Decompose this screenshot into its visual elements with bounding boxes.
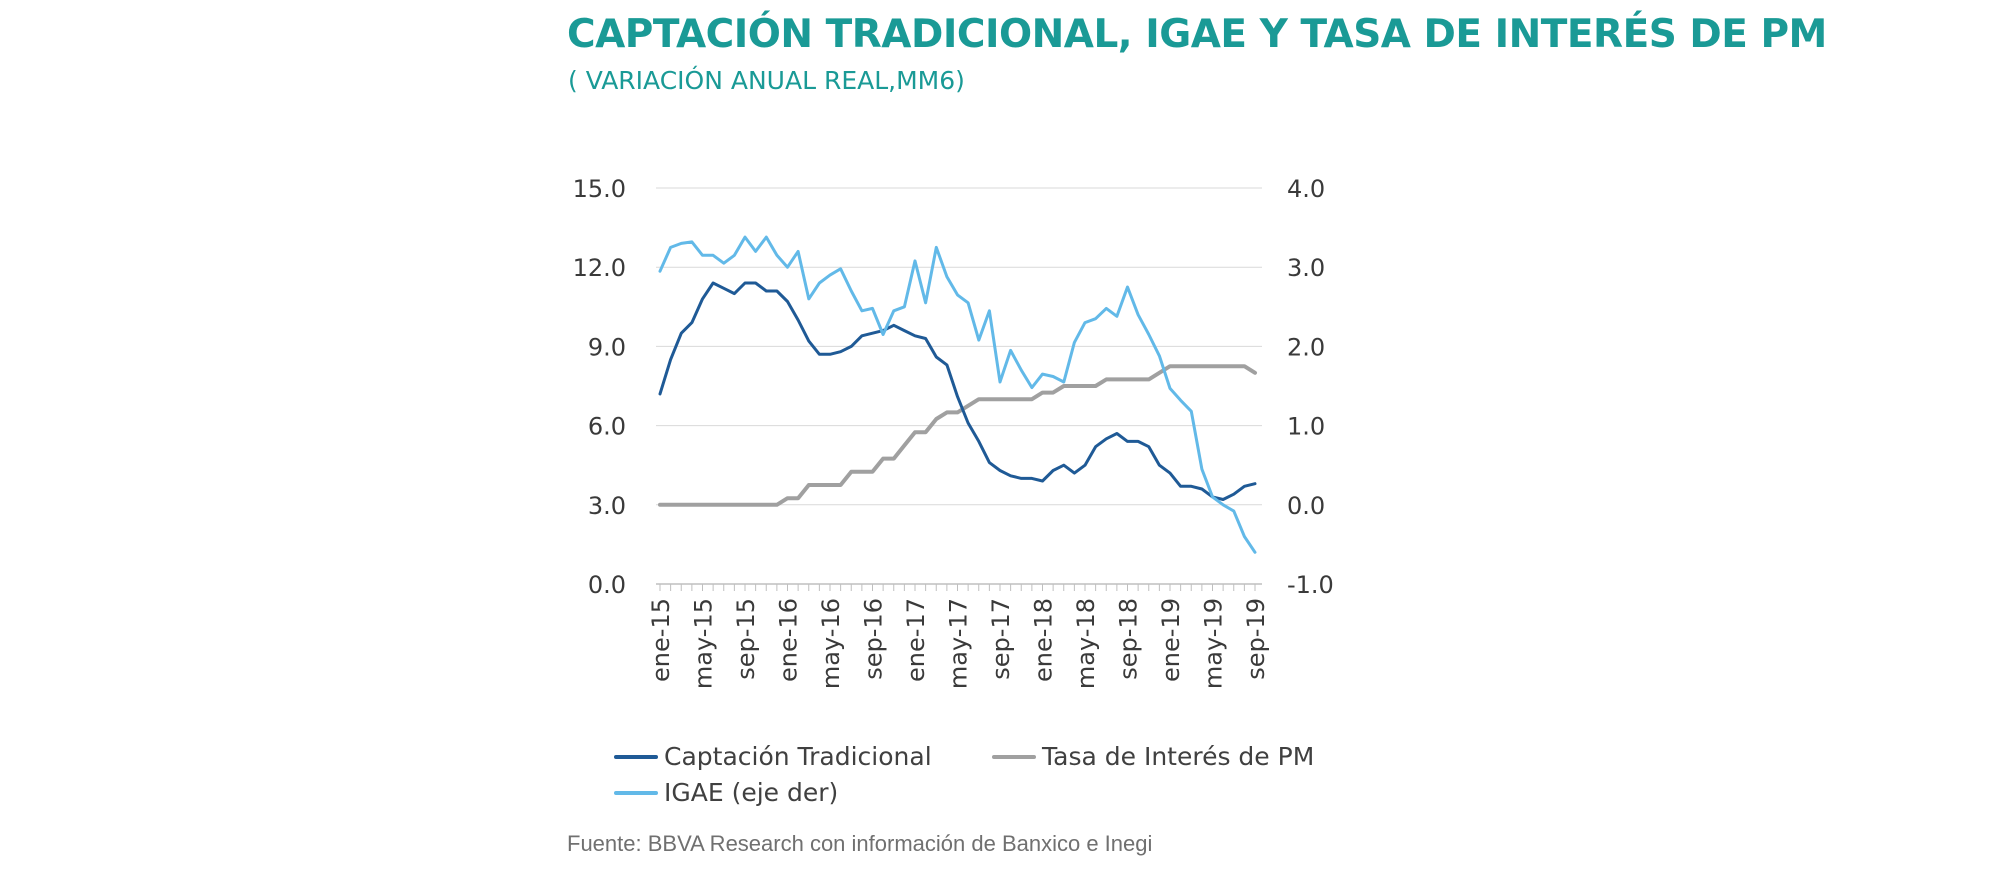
gridlines: [656, 187, 1262, 506]
y-right-tick-label: -1.0: [1287, 571, 1334, 599]
legend-label-tasa: Tasa de Interés de PM: [1042, 742, 1315, 771]
legend-label-igae: IGAE (eje der): [664, 778, 839, 807]
x-tick-label: may-17: [945, 598, 973, 689]
y-right-tick-label: 2.0: [1287, 333, 1325, 361]
series-line-igae: [658, 235, 1257, 554]
x-tick-label: sep-16: [860, 598, 888, 680]
y-left-tick-label: 9.0: [588, 333, 626, 361]
legend-swatch-tasa: [992, 754, 1036, 759]
series-line-captacion: [658, 281, 1257, 501]
y-left-tick-label: 0.0: [588, 571, 626, 599]
right-axis-ticks: -1.0 0.0 1.0 2.0 3.0 4.0: [1287, 175, 1334, 599]
x-tick-label: may-19: [1200, 598, 1228, 689]
legend-swatch-igae: [614, 790, 658, 795]
x-tick-label: may-15: [690, 598, 718, 689]
chart-subtitle: ( VARIACIÓN ANUAL REAL,MM6): [568, 66, 965, 95]
x-tick-label: may-18: [1072, 598, 1100, 689]
left-axis-ticks: 0.0 3.0 6.0 9.0 12.0 15.0: [573, 175, 626, 599]
legend-item-igae: IGAE (eje der): [614, 778, 838, 807]
legend-label-captacion: Captación Tradicional: [664, 742, 932, 771]
y-right-tick-label: 1.0: [1287, 413, 1325, 441]
x-tick-label: ene-15: [647, 598, 675, 682]
x-tick-label: ene-19: [1157, 598, 1185, 682]
x-tick-label: ene-16: [775, 598, 803, 682]
x-tick-label: may-16: [817, 598, 845, 689]
x-tick-label: sep-17: [987, 598, 1015, 680]
series-line-tasa: [658, 364, 1257, 507]
y-right-tick-label: 3.0: [1287, 254, 1325, 282]
x-tick-label: sep-19: [1242, 598, 1270, 680]
x-tick-label: sep-15: [732, 598, 760, 680]
legend-swatch-captacion: [614, 754, 658, 759]
legend-item-tasa: Tasa de Interés de PM: [992, 742, 1314, 771]
y-left-tick-label: 12.0: [573, 254, 626, 282]
legend: Captación Tradicional Tasa de Interés de…: [610, 742, 1370, 822]
legend-item-captacion: Captación Tradicional: [614, 742, 932, 771]
chart-title: CAPTACIÓN TRADICIONAL, IGAE Y TASA DE IN…: [567, 12, 1827, 57]
y-right-tick-label: 0.0: [1287, 492, 1325, 520]
x-tick-label: ene-17: [902, 598, 930, 682]
y-left-tick-label: 3.0: [588, 492, 626, 520]
x-tick-label: sep-18: [1115, 598, 1143, 680]
y-left-tick-label: 15.0: [573, 175, 626, 203]
series-lines: [658, 235, 1257, 554]
x-tick-label: ene-18: [1030, 598, 1058, 682]
y-left-tick-label: 6.0: [588, 413, 626, 441]
source-note: Fuente: BBVA Research con información de…: [567, 831, 1153, 856]
y-right-tick-label: 4.0: [1287, 175, 1325, 203]
x-axis: ene-15 may-15 sep-15 ene-16 may-16 sep-16 ene-…: [647, 583, 1270, 689]
